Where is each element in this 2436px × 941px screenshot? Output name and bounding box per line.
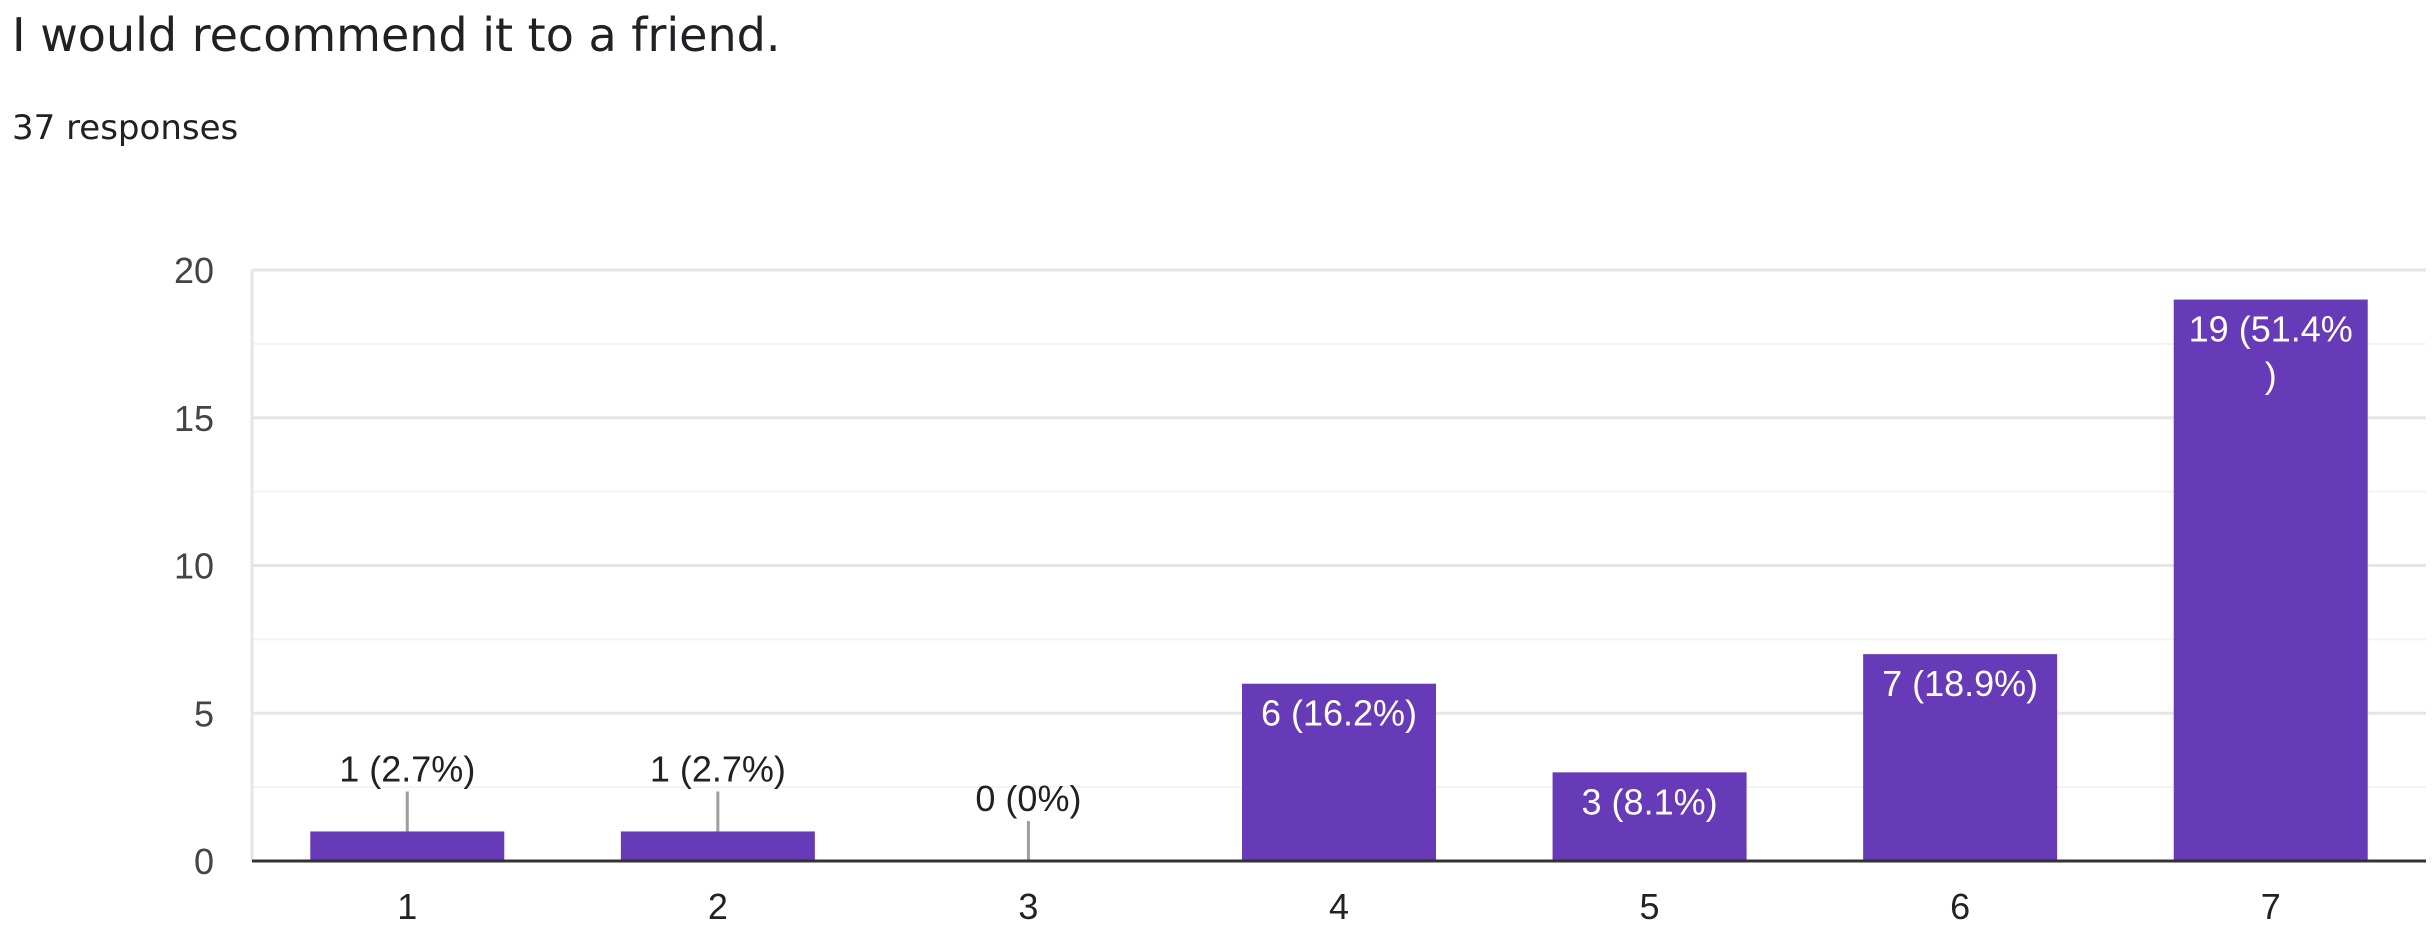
data-label: 19 (51.4%) <box>2189 309 2353 396</box>
x-tick-label: 7 <box>2261 886 2281 927</box>
y-axis: 0 5 10 15 20 <box>174 250 214 882</box>
y-tick-label: 15 <box>174 398 214 439</box>
bar <box>310 831 505 861</box>
data-label: 1 (2.7%) <box>339 748 475 789</box>
data-label: 6 (16.2%) <box>1261 693 1417 734</box>
bars <box>310 299 2368 861</box>
bar <box>2173 299 2368 861</box>
chart-title: I would recommend it to a friend. <box>12 8 781 62</box>
data-label: 1 (2.7%) <box>650 748 786 789</box>
bar <box>1863 654 2058 861</box>
x-tick-label: 6 <box>1950 886 1970 927</box>
x-tick-label: 3 <box>1018 886 1038 927</box>
x-tick-label: 5 <box>1640 886 1660 927</box>
x-axis: 1 2 3 4 5 6 7 <box>252 859 2426 927</box>
x-tick-label: 1 <box>397 886 417 927</box>
gridlines <box>250 268 2426 861</box>
y-tick-label: 0 <box>194 841 214 882</box>
x-tick-label: 4 <box>1329 886 1349 927</box>
y-tick-label: 20 <box>174 250 214 291</box>
response-count: 37 responses <box>12 108 239 148</box>
y-tick-label: 5 <box>194 693 214 734</box>
x-tick-label: 2 <box>708 886 728 927</box>
label-leaders <box>405 791 1030 861</box>
y-tick-label: 10 <box>174 546 214 587</box>
data-labels: 1 (2.7%) 1 (2.7%) 0 (0%) 6 (16.2%) 3 (8.1%) 7… <box>339 309 2353 823</box>
bar <box>1552 772 1747 861</box>
bar <box>1242 683 1436 861</box>
data-label: 0 (0%) <box>975 778 1081 819</box>
data-label: 3 (8.1%) <box>1582 781 1718 822</box>
bar <box>620 831 815 861</box>
data-label: 7 (18.9%) <box>1882 663 2038 704</box>
